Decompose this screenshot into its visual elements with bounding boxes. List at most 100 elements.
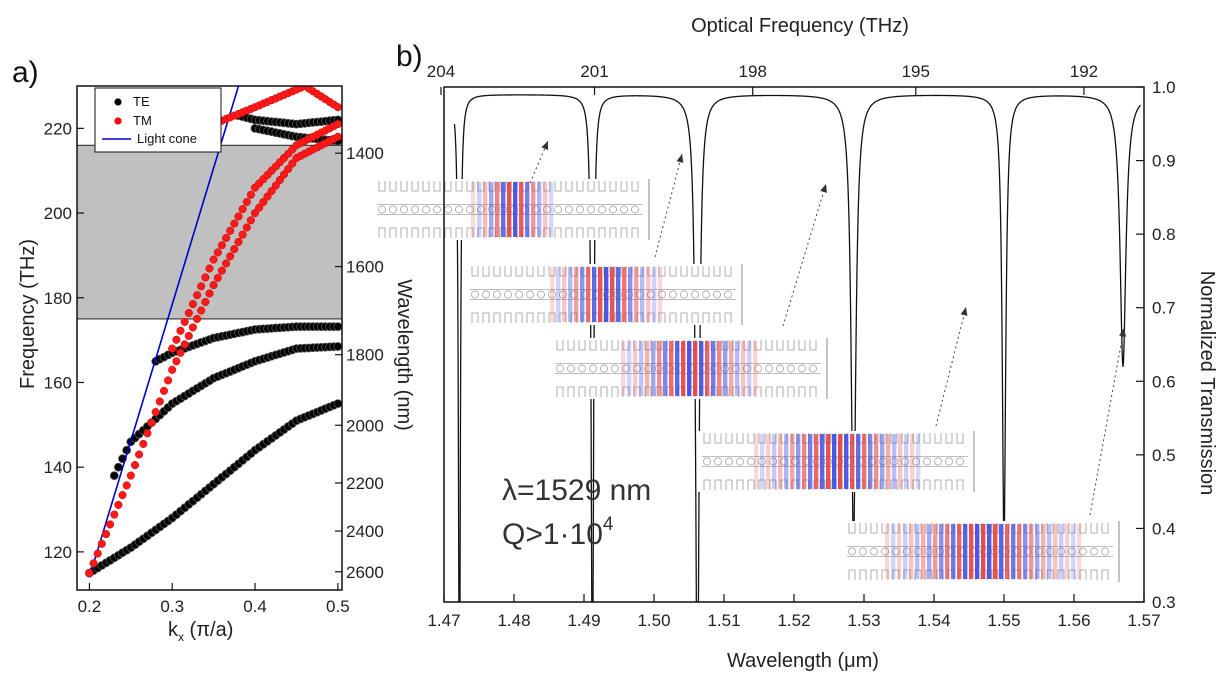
mode-field-stripe (957, 524, 962, 579)
mode-field-stripe (640, 267, 645, 322)
tm-point (209, 255, 218, 264)
mode-field-stripe (897, 524, 902, 579)
mode-field-stripe (1047, 524, 1052, 579)
panel-b-label: b) (396, 40, 423, 73)
mode-profile-1 (373, 140, 650, 240)
mode-field-stripe (898, 434, 903, 489)
mode-hole (644, 364, 652, 373)
panel-a-y2tick-label: 2600 (346, 563, 384, 582)
mode-hole (565, 205, 573, 214)
tm-point (234, 212, 243, 221)
mode-hole (691, 290, 699, 299)
panel-b-xtick-label: 1.57 (1127, 611, 1160, 630)
mode-profile-2 (466, 153, 743, 325)
mode-hole (870, 547, 878, 556)
mode-hole (622, 364, 630, 373)
panel-a-series (85, 86, 342, 578)
mode-field-stripe (741, 341, 746, 396)
panel-b-y2tick-label: 0.4 (1152, 519, 1176, 538)
mode-field-stripe (574, 267, 579, 322)
mode-pointer-arrowhead (676, 154, 684, 163)
panel-a-ytick-label: 180 (44, 289, 72, 308)
mode-field-stripe (652, 267, 657, 322)
tm-point (197, 282, 206, 291)
mode-field-stripe (711, 341, 716, 396)
mode-hole (411, 205, 419, 214)
panel-a-ytick-label: 160 (44, 373, 72, 392)
mode-hole (787, 364, 795, 373)
tm-point (184, 308, 193, 318)
mode-field-stripe (874, 434, 879, 489)
tm-point (89, 559, 98, 568)
panel-b-xtick-label: 1.49 (567, 611, 600, 630)
tm-point (205, 264, 214, 273)
mode-pointer-arrow (654, 153, 683, 258)
panel-b-y2tick-label: 1.0 (1152, 78, 1176, 97)
tm-band-2 (168, 120, 342, 353)
mode-field-stripe (549, 182, 554, 237)
mode-field-stripe (814, 434, 819, 489)
mode-field-stripe (933, 524, 938, 579)
mode-field-stripe (981, 524, 986, 579)
tm-point (188, 300, 197, 309)
mode-field-stripe (477, 182, 482, 237)
mode-field-stripe (717, 341, 722, 396)
mode-field-stripe (796, 434, 801, 489)
transmission-trace (453, 94, 1141, 603)
mode-hole (589, 364, 597, 373)
mode-hole (1068, 547, 1076, 556)
mode-pointer-arrow (782, 183, 827, 327)
te-point (333, 342, 342, 351)
mode-hole (901, 457, 909, 466)
mode-field-stripe (1035, 524, 1040, 579)
tm-point (97, 539, 106, 548)
panel-a-xtick-label: 0.3 (160, 597, 184, 616)
mode-hole (714, 457, 722, 466)
mode-field-stripe (885, 524, 890, 579)
mode-field-stripe (987, 524, 992, 579)
panel-b-y2tick-label: 0.9 (1152, 152, 1176, 171)
te-band-1 (85, 399, 342, 578)
mode-field-stripe (904, 434, 909, 489)
panel-b-y2label: Normalized Transmission (1196, 271, 1218, 496)
mode-field-stripe (910, 434, 915, 489)
tm-point (93, 549, 102, 558)
mode-field-stripe (658, 267, 663, 322)
mode-field-stripe (489, 182, 494, 237)
mode-field-stripe (903, 524, 908, 579)
mode-field-stripe (543, 182, 548, 237)
mode-hole (466, 205, 474, 214)
mode-field-stripe (993, 524, 998, 579)
mode-hole (724, 290, 732, 299)
mode-hole (732, 364, 740, 373)
legend-light-cone-label: Light cone (137, 131, 197, 146)
mode-field-stripe (495, 182, 500, 237)
tm-point (197, 306, 206, 315)
te-point (333, 399, 342, 408)
mode-field-stripe (681, 341, 686, 396)
panel-a-xtick-label: 0.5 (326, 597, 350, 616)
mode-hole (600, 364, 608, 373)
mode-hole (570, 290, 578, 299)
tm-point (110, 510, 119, 519)
tm-point (193, 314, 202, 323)
mode-field-stripe (663, 341, 668, 396)
mode-field-stripe (1053, 524, 1058, 579)
mode-field-stripe (820, 434, 825, 489)
mode-field-stripe (537, 182, 542, 237)
mode-field-stripe (802, 434, 807, 489)
panel-b-x2label: Optical Frequency (THz) (691, 15, 909, 37)
panel-b-x2tick-label: 201 (580, 62, 608, 81)
tm-point (172, 335, 181, 344)
mode-field-stripe (951, 524, 956, 579)
mode-hole (567, 364, 575, 373)
mode-field-stripe (886, 434, 891, 489)
te-point (109, 471, 119, 481)
mode-field-stripe (586, 267, 591, 322)
tm-point (209, 281, 218, 290)
mode-hole (769, 457, 777, 466)
tm-point (143, 429, 152, 438)
mode-hole (587, 205, 595, 214)
panel-a-ytick-label: 200 (44, 204, 72, 223)
legend-te-label: TE (133, 94, 150, 109)
